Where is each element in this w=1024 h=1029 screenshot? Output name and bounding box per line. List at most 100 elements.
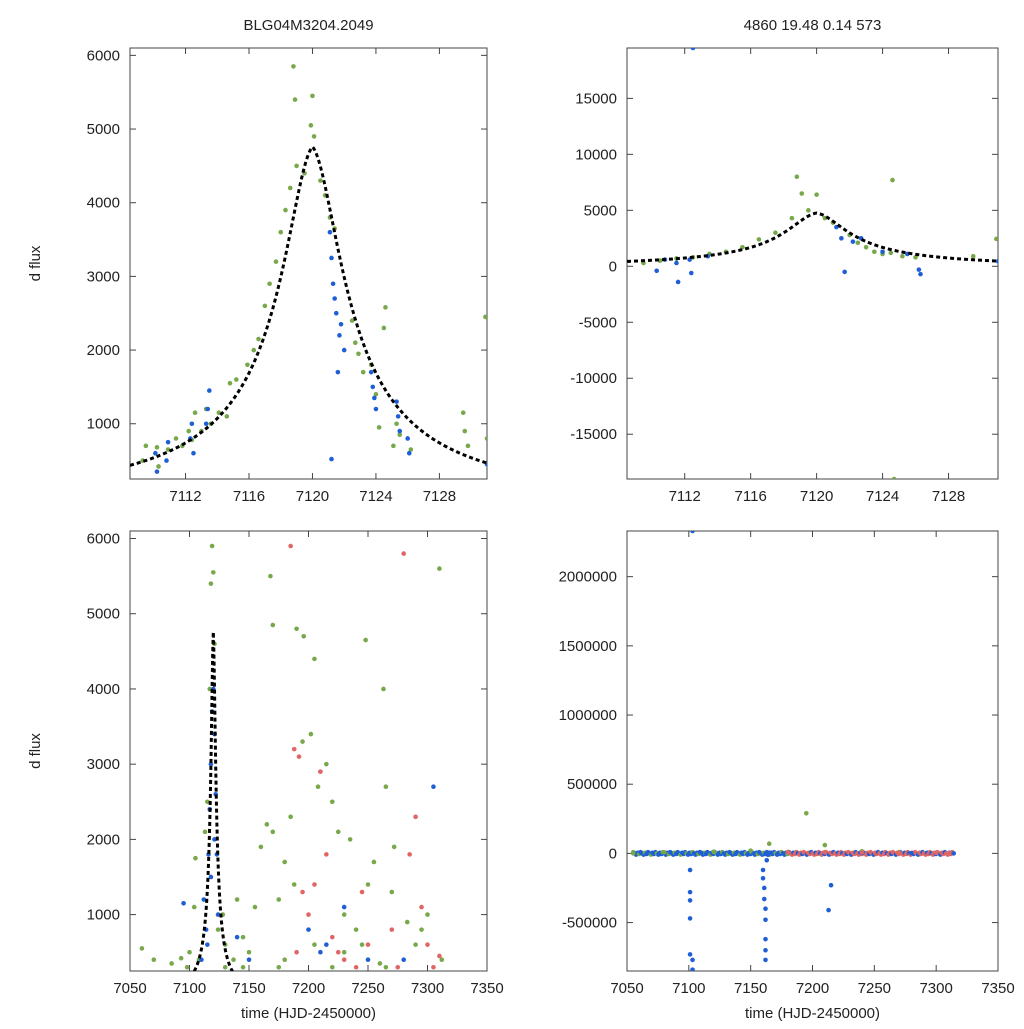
data-point-green <box>371 859 377 865</box>
x-tick-label: 7120 <box>296 488 329 505</box>
data-point-green <box>872 249 877 255</box>
data-point-blue <box>764 858 770 863</box>
data-point-blue <box>215 912 221 917</box>
data-point-blue <box>365 957 371 963</box>
data-point-green <box>359 942 365 947</box>
y-tick-label: 0 <box>609 258 617 275</box>
data-point-blue <box>690 48 696 51</box>
data-point-green <box>863 244 869 250</box>
data-point-green <box>748 848 753 853</box>
data-point-blue <box>318 949 323 955</box>
data-point-green <box>381 686 386 692</box>
data-point-green <box>240 964 246 970</box>
x-tick-label: 7050 <box>610 980 643 997</box>
data-point-green <box>278 229 284 235</box>
data-point-blue <box>763 957 768 963</box>
data-point-green <box>193 855 198 861</box>
data-point-blue <box>199 957 204 963</box>
data-point-blue <box>850 239 856 244</box>
plot-frame <box>129 47 488 480</box>
data-point-blue <box>324 942 329 947</box>
data-point-blue <box>401 957 407 963</box>
data-point-red <box>300 889 305 895</box>
data-point-blue <box>337 333 342 338</box>
data-point-green <box>234 377 239 382</box>
data-point-green <box>186 428 192 434</box>
data-point-blue <box>431 784 436 790</box>
data-point-blue <box>687 916 693 921</box>
data-point-green <box>711 849 716 855</box>
data-point-green <box>806 208 811 213</box>
data-point-blue <box>690 967 695 971</box>
x-tick-label: 7112 <box>669 488 701 505</box>
data-point-green <box>970 253 976 259</box>
data-point-blue <box>332 296 337 301</box>
y-tick-label: -500000 <box>562 915 617 932</box>
data-point-green <box>151 957 157 963</box>
data-point-green <box>804 810 809 816</box>
data-point-blue <box>327 229 333 235</box>
data-point-blue <box>212 837 217 842</box>
data-point-green <box>377 961 383 966</box>
chart-title: BLG04M3204.2049 <box>243 17 373 34</box>
y-tick-label: -15000 <box>570 426 617 443</box>
data-point-blue <box>154 469 160 474</box>
data-point-green <box>994 236 998 242</box>
data-point-red <box>437 953 442 959</box>
y-tick-label: 4000 <box>87 195 120 212</box>
data-point-green <box>756 237 762 242</box>
data-point-green <box>270 622 276 628</box>
y-tick-label: 2000 <box>87 831 120 848</box>
x-tick-label: 7250 <box>858 980 891 997</box>
data-point-green <box>251 347 257 353</box>
data-point-blue <box>153 450 158 456</box>
data-point-blue <box>880 249 885 255</box>
data-point-green <box>335 829 341 835</box>
data-point-red <box>291 746 297 752</box>
y-axis-label: d flux <box>27 245 44 281</box>
data-point-green <box>341 949 347 955</box>
y-tick-label: 15000 <box>575 90 617 107</box>
data-point-green <box>630 851 636 856</box>
data-point-red <box>288 543 293 549</box>
data-point-red <box>324 852 329 857</box>
panel-top_right: 4860 19.48 0.14 573 -15000 -10000 -5000 0 500… <box>570 17 999 505</box>
data-point-green <box>888 250 894 256</box>
data-point-red <box>401 551 407 556</box>
data-point-red <box>330 934 335 940</box>
data-point-green <box>245 362 250 368</box>
data-point-green <box>283 207 288 213</box>
data-point-blue <box>690 531 695 534</box>
data-point-red <box>395 964 401 970</box>
data-point-blue <box>763 947 768 953</box>
data-point-green <box>208 581 214 586</box>
data-point-blue <box>839 236 844 241</box>
data-point-green <box>209 543 215 549</box>
data-point-blue <box>395 414 401 419</box>
data-point-green <box>360 369 366 375</box>
y-axis-label: d flux <box>27 733 44 769</box>
x-tick-label: 7100 <box>672 980 705 997</box>
data-point-blue <box>828 882 834 888</box>
x-axis-label: time (HJD-2450000) <box>241 1005 376 1022</box>
data-point-green <box>282 859 288 865</box>
data-point-blue <box>826 907 831 913</box>
data-point-green <box>291 64 296 69</box>
x-tick-label: 7200 <box>292 980 325 997</box>
data-point-blue <box>330 281 336 287</box>
data-point-red <box>822 849 828 855</box>
data-point-green <box>187 949 192 955</box>
data-point-green <box>205 799 210 805</box>
y-tick-label: -5000 <box>579 314 617 331</box>
panel-bottom_right: -500000 0 500000 1000000 1500000 2000000 7050 7… <box>559 530 1015 1022</box>
data-point-blue <box>842 269 847 275</box>
y-tick-label: 4000 <box>87 681 120 698</box>
data-point-green <box>294 163 299 169</box>
data-point-green <box>365 882 371 887</box>
data-point-green <box>347 837 353 842</box>
data-point-green <box>258 844 264 850</box>
data-point-blue <box>761 885 767 891</box>
data-point-blue <box>654 268 659 274</box>
data-point-blue <box>698 850 704 855</box>
data-point-green <box>766 841 772 847</box>
